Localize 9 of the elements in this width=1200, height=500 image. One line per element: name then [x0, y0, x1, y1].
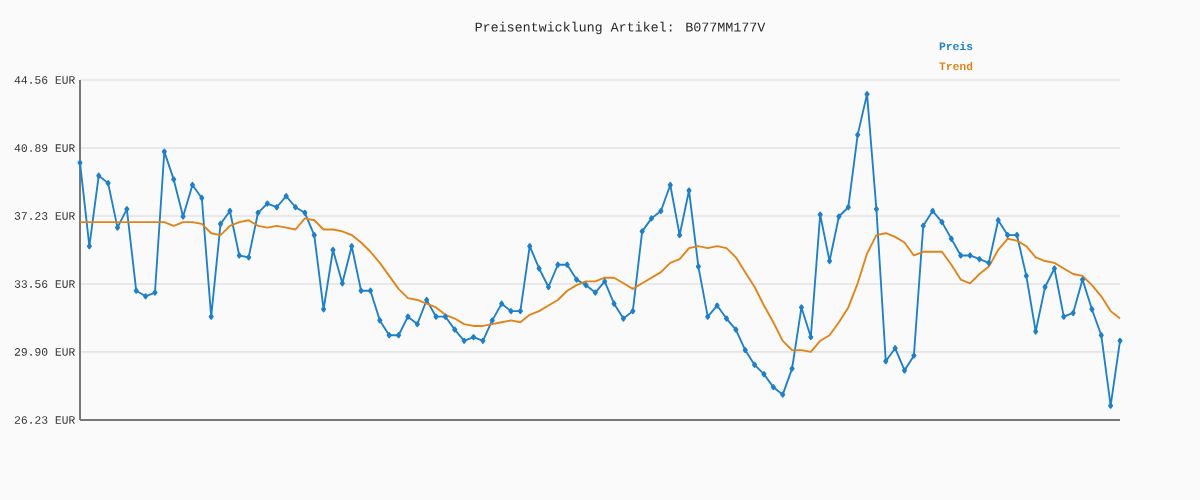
y-tick-label: 40.89 EUR: [14, 144, 75, 152]
text: Preis: [939, 41, 973, 51]
y-tick-label: 44.56 EUR: [14, 76, 75, 84]
chart-title: Preisentwicklung Artikel: B077MM177V: [475, 21, 766, 35]
y-tick-label: 37.23 EUR: [14, 212, 75, 220]
text: Trend: [939, 61, 973, 71]
y-tick-label: 26.23 EUR: [14, 416, 75, 424]
y-tick-label: 33.56 EUR: [14, 280, 75, 288]
y-tick-label: 29.90 EUR: [14, 348, 75, 356]
